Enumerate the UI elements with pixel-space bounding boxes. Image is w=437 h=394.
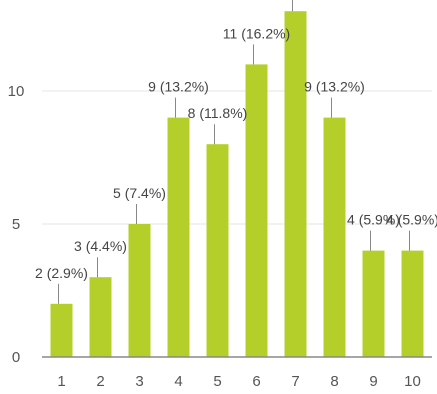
bar-9	[362, 250, 385, 357]
x-tick-label: 3	[135, 373, 143, 390]
data-label-9: 4 (5.9%)	[347, 212, 400, 228]
y-tick-label: 10	[8, 83, 25, 100]
bar-5	[206, 144, 229, 357]
x-tick-label: 6	[252, 373, 260, 390]
data-labels: 2 (2.9%) 3 (4.4%) 5 (7.4%) 9 (13.2%) 8 (11.8…	[35, 0, 437, 304]
grid-lines	[42, 90, 432, 225]
data-label-3: 5 (7.4%)	[113, 185, 166, 201]
y-tick-label: 5	[12, 216, 20, 233]
bar-8	[323, 117, 346, 357]
axes: 0 5 10 1 2 3 4 5 6 7 8 9 10	[8, 83, 432, 390]
x-tick-label: 1	[57, 373, 65, 390]
bar-3	[128, 224, 151, 357]
bar-4	[167, 117, 190, 357]
x-tick-label: 2	[96, 373, 104, 390]
x-tick-label: 8	[330, 373, 338, 390]
data-label-10: 4 (5.9%)	[386, 212, 437, 228]
data-label-2: 3 (4.4%)	[74, 238, 127, 254]
data-label-1: 2 (2.9%)	[35, 265, 88, 281]
y-tick-label: 0	[12, 349, 20, 366]
bars	[50, 11, 424, 358]
bar-6	[245, 64, 268, 358]
x-tick-label: 10	[404, 373, 421, 390]
data-label-6: 11 (16.2%)	[223, 25, 290, 41]
x-tick-label: 7	[291, 373, 299, 390]
data-label-8: 9 (13.2%)	[304, 79, 365, 95]
bar-10	[401, 250, 424, 357]
bar-2	[89, 277, 112, 357]
x-tick-label: 9	[369, 373, 377, 390]
x-tick-label: 5	[213, 373, 221, 390]
data-label-4: 9 (13.2%)	[148, 79, 209, 95]
bar-7	[284, 11, 307, 357]
x-tick-label: 4	[174, 373, 182, 390]
bar-1	[50, 303, 73, 357]
data-label-5: 8 (11.8%)	[188, 105, 248, 121]
